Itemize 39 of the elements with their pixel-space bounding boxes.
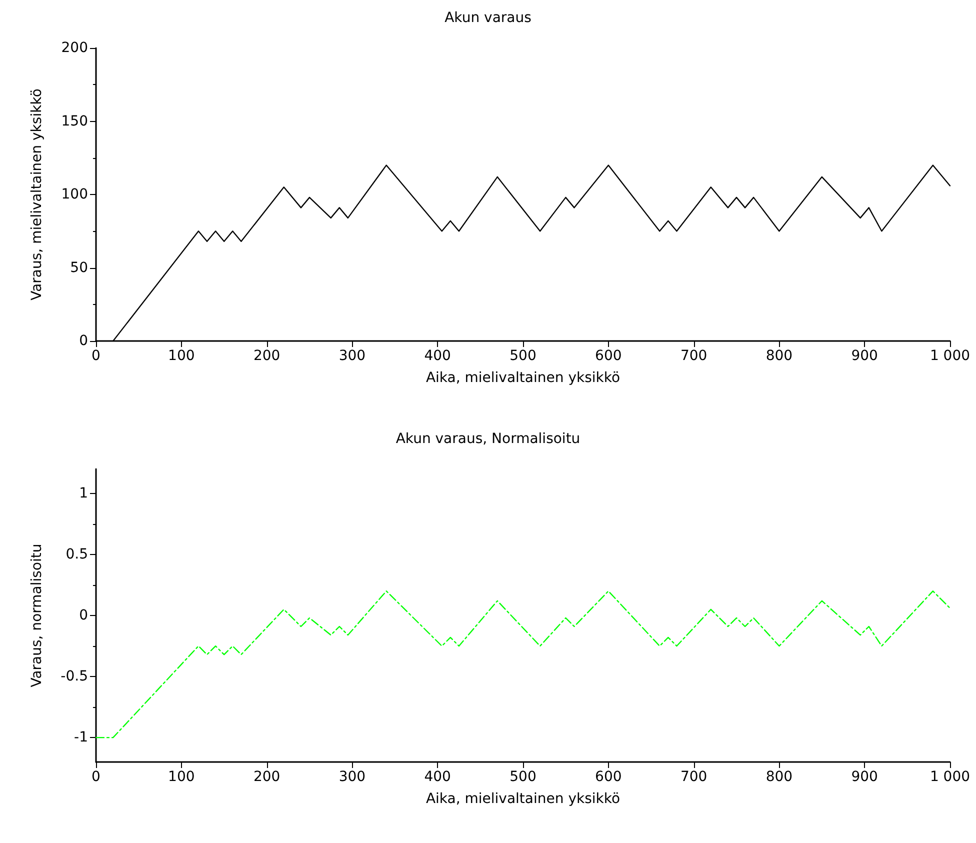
y-axis-title: Varaus, mielivaltainen yksikkö xyxy=(29,88,45,300)
x-tick-label: 400 xyxy=(424,348,451,364)
y-tick-label: 0 xyxy=(79,333,88,349)
x-axis-title: Aika, mielivaltainen yksikkö xyxy=(426,370,620,386)
line-series xyxy=(95,590,951,738)
x-tick-label: 300 xyxy=(338,348,366,364)
x-tick-label: 600 xyxy=(595,348,622,364)
y-tick-label: 1 xyxy=(79,485,88,502)
x-tick-label: 100 xyxy=(168,769,195,785)
x-tick-label: 500 xyxy=(510,348,536,364)
x-tick-label: 700 xyxy=(680,769,708,785)
x-tick-label: 800 xyxy=(766,348,793,364)
x-tick-label: 1 000 xyxy=(930,769,970,785)
x-tick-label: 800 xyxy=(766,769,793,785)
x-tick-label: 200 xyxy=(253,348,280,364)
x-tick-label: 1 000 xyxy=(930,348,970,364)
x-tick-label: 900 xyxy=(851,769,878,785)
y-axis-title: Varaus, normalisoitu xyxy=(29,544,45,688)
x-tick-label: 0 xyxy=(92,348,100,364)
y-tick-label: 50 xyxy=(70,260,88,276)
y-tick-label: 0.5 xyxy=(66,546,88,562)
x-tick-label: 100 xyxy=(168,348,195,364)
chart-title: Akun varaus, Normalisoitu xyxy=(396,431,580,447)
x-tick-label: 500 xyxy=(510,769,536,785)
x-tick-label: 700 xyxy=(680,348,708,364)
y-tick-label: 150 xyxy=(61,113,88,130)
x-tick-label: 900 xyxy=(851,348,878,364)
y-tick-label: -0.5 xyxy=(60,668,88,685)
x-axis-title: Aika, mielivaltainen yksikkö xyxy=(426,791,620,807)
y-tick-label: 100 xyxy=(61,186,88,202)
y-tick-label: -1 xyxy=(74,730,88,746)
x-tick-label: 400 xyxy=(424,769,451,785)
chart-title: Akun varaus xyxy=(444,10,532,26)
x-tick-label: 0 xyxy=(92,769,100,785)
x-tick-label: 200 xyxy=(253,769,280,785)
y-tick-label: 0 xyxy=(79,608,88,624)
x-tick-label: 300 xyxy=(338,769,366,785)
x-tick-label: 600 xyxy=(595,769,622,785)
y-tick-label: 200 xyxy=(61,40,88,56)
